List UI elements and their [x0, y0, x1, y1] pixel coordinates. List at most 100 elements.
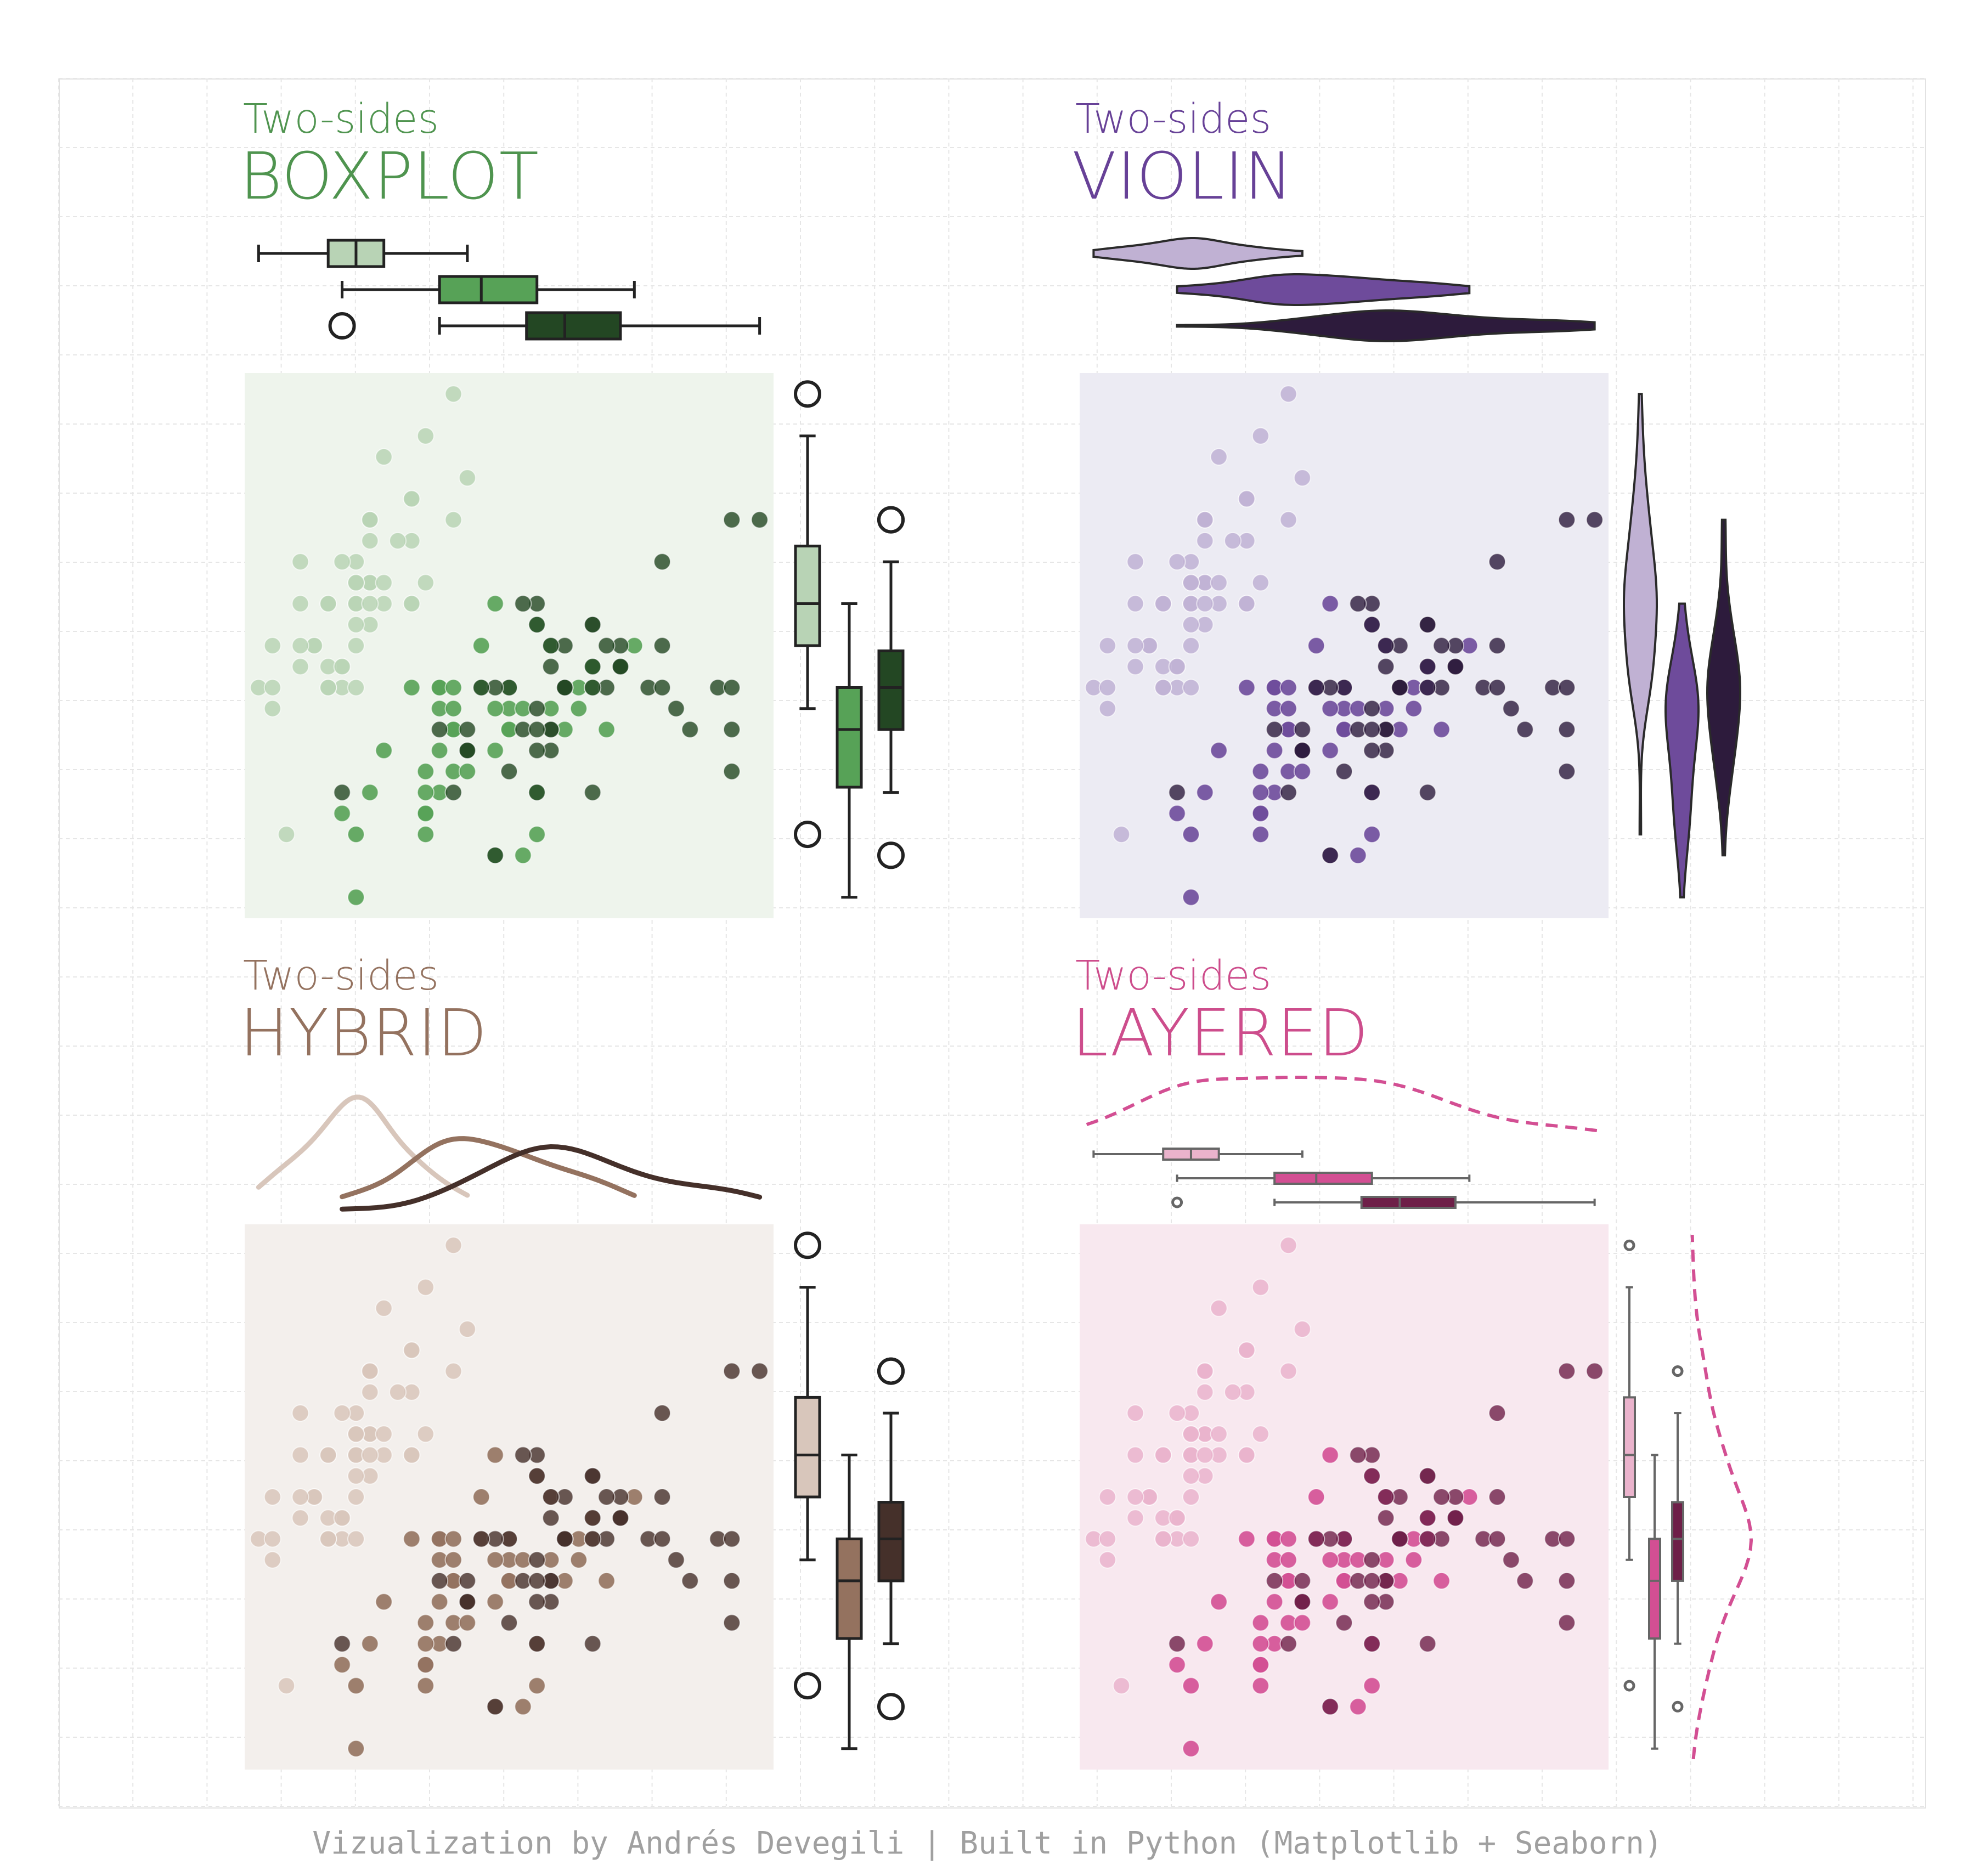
scatter-point [1210, 448, 1228, 466]
boxplot-box [438, 275, 539, 304]
scatter-point [361, 1635, 379, 1653]
scatter-point [500, 762, 518, 781]
scatter-point [1126, 1446, 1144, 1464]
scatter-point [361, 532, 379, 550]
scatter-point [653, 1488, 672, 1506]
boxplot-outlier [1672, 1365, 1684, 1377]
scatter-point [1126, 1509, 1144, 1527]
scatter-point [1238, 1530, 1256, 1548]
scatter-point [1238, 679, 1256, 697]
scatter-point [542, 1509, 560, 1527]
scatter-point [723, 679, 741, 697]
scatter-point [444, 679, 462, 697]
scatter-point [1238, 595, 1256, 613]
scatter-point [1182, 637, 1200, 654]
scatter-point [1238, 1446, 1256, 1464]
scatter-point [375, 1299, 393, 1317]
scatter-point [584, 658, 602, 676]
scatter-point [1377, 1488, 1395, 1506]
scatter-point [681, 1572, 699, 1590]
scatter-point [416, 1614, 435, 1632]
scatter-point [486, 1551, 504, 1569]
side-boxplot [877, 1357, 905, 1721]
scatter-point [1098, 679, 1116, 697]
scatter-point [389, 532, 407, 550]
top-violin [1176, 273, 1471, 307]
scatter-point [1321, 1446, 1339, 1464]
scatter-point [1377, 637, 1395, 654]
scatter-point [1168, 658, 1186, 676]
scatter-point [431, 1593, 449, 1611]
scatter-point [1126, 637, 1144, 654]
scatter-point [1182, 826, 1200, 844]
scatter-point [653, 679, 672, 697]
scatter-point [1377, 658, 1395, 676]
scatter-point [291, 1488, 309, 1506]
scatter-point [1585, 511, 1604, 529]
boxplot-box [794, 544, 821, 647]
top-violin [1176, 309, 1596, 343]
scatter-point [444, 1551, 462, 1569]
panel-boxplot [245, 239, 905, 918]
scatter-point [1251, 783, 1269, 801]
scatter-point [263, 1551, 281, 1569]
boxplot-box [877, 649, 905, 731]
scatter-point [403, 1446, 421, 1464]
scatter-point [486, 1593, 504, 1611]
scatter-point [1391, 1530, 1409, 1548]
scatter-point [333, 1509, 351, 1527]
boxplot-outlier [877, 841, 905, 869]
scatter-point [1279, 699, 1297, 717]
scatter-point [458, 469, 476, 487]
boxplot-box [794, 1395, 821, 1499]
top-kde-curve [340, 1144, 763, 1212]
scatter-point [1419, 1530, 1437, 1548]
scatter-point [1113, 1677, 1131, 1695]
scatter-point [1210, 1425, 1228, 1443]
scatter-point [1251, 1677, 1269, 1695]
scatter-point [1182, 888, 1200, 906]
scatter-point [528, 826, 546, 844]
scatter-point [1307, 637, 1325, 654]
scatter-point [444, 1236, 462, 1255]
scatter-point [389, 1383, 407, 1401]
scatter-point [1279, 1362, 1297, 1380]
scatter-point [1210, 574, 1228, 592]
scatter-point [444, 1635, 462, 1653]
scatter-point [416, 762, 435, 781]
scatter-point [416, 804, 435, 822]
scatter-point [1293, 720, 1311, 738]
boxplot-box [1671, 1501, 1684, 1582]
boxplot-box [1273, 1172, 1373, 1185]
panel-layered [1080, 1075, 1753, 1770]
scatter-point [1266, 1593, 1284, 1611]
side-boxplot [1671, 1365, 1684, 1713]
scatter-point [1196, 783, 1214, 801]
scatter-point [1432, 637, 1451, 654]
scatter-point [514, 846, 532, 864]
scatter-point [416, 783, 435, 801]
scatter-point [1363, 1635, 1381, 1653]
scatter-point [1516, 720, 1534, 738]
scatter-point [569, 1551, 588, 1569]
scatter-point [375, 448, 393, 466]
scatter-point [584, 783, 602, 801]
boxplot-outlier [1623, 1680, 1635, 1692]
scatter-point [1182, 1467, 1200, 1485]
scatter-point [1558, 679, 1576, 697]
scatter-point [1293, 1320, 1311, 1338]
scatter-point [278, 826, 296, 844]
scatter-point [653, 1404, 672, 1422]
scatter-point [1293, 1614, 1311, 1632]
scatter-point [1307, 1488, 1325, 1506]
scatter-point [375, 742, 393, 760]
side-kde-dashed [1690, 1235, 1753, 1760]
scatter-point [263, 679, 281, 697]
scatter-point [514, 1446, 532, 1464]
scatter-point [597, 720, 616, 738]
scatter-point [1558, 1572, 1576, 1590]
scatter-point [486, 1698, 504, 1716]
scatter-background [245, 1224, 774, 1770]
scatter-point [319, 679, 337, 697]
scatter-point [528, 1572, 546, 1590]
